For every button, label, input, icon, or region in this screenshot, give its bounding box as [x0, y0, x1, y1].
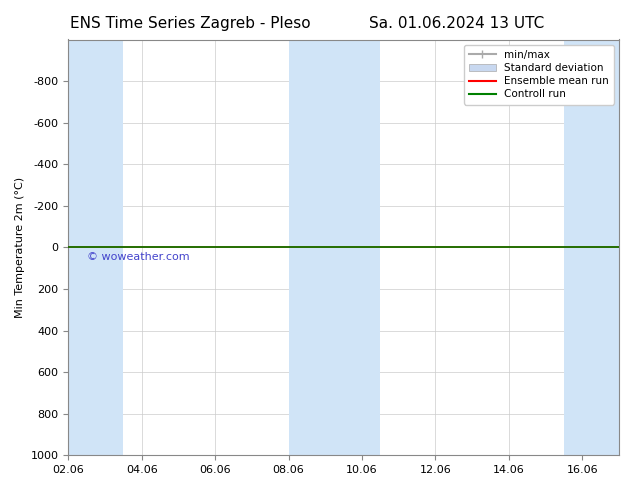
Y-axis label: Min Temperature 2m (°C): Min Temperature 2m (°C) — [15, 177, 25, 318]
Legend: min/max, Standard deviation, Ensemble mean run, Controll run: min/max, Standard deviation, Ensemble me… — [464, 45, 614, 104]
Text: © woweather.com: © woweather.com — [87, 252, 190, 262]
Text: ENS Time Series Zagreb - Pleso: ENS Time Series Zagreb - Pleso — [70, 16, 311, 31]
Bar — [564, 40, 619, 455]
Bar — [68, 40, 124, 455]
Text: Sa. 01.06.2024 13 UTC: Sa. 01.06.2024 13 UTC — [369, 16, 544, 31]
Bar — [288, 40, 380, 455]
